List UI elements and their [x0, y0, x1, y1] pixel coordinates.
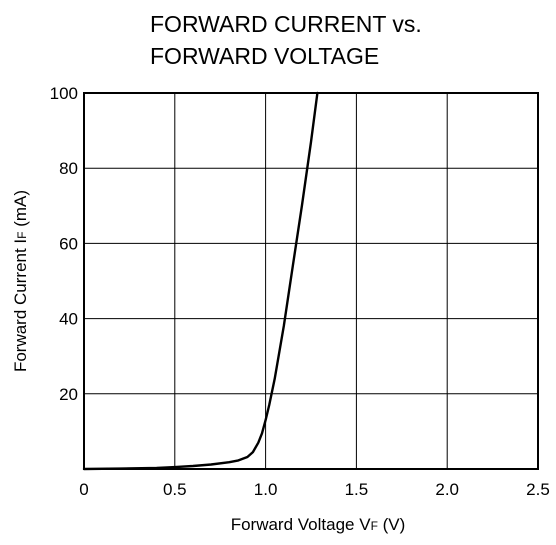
- x-tick-label: 0: [79, 480, 88, 499]
- y-tick-label: 20: [59, 385, 78, 404]
- x-tick-label: 0.5: [163, 480, 187, 499]
- x-tick-label: 2.5: [526, 480, 550, 499]
- tick-labels: 0 0.5 1.0 1.5 2.0 2.5 20 40 60 80 100: [50, 84, 550, 499]
- y-tick-label: 80: [59, 159, 78, 178]
- x-tick-label: 1.0: [254, 480, 278, 499]
- x-tick-label: 1.5: [345, 480, 369, 499]
- y-tick-label: 60: [59, 234, 78, 253]
- y-axis-label: Forward Current IF (mA): [11, 190, 30, 372]
- y-tick-label: 100: [50, 84, 78, 103]
- chart-title-line2: FORWARD VOLTAGE: [150, 43, 379, 69]
- x-tick-label: 2.0: [435, 480, 459, 499]
- x-axis-label: Forward Voltage VF (V): [231, 515, 406, 534]
- plot-frame: [83, 92, 539, 470]
- chart-title-line1: FORWARD CURRENT vs.: [150, 11, 422, 37]
- y-tick-label: 40: [59, 310, 78, 329]
- forward-current-curve: [82, 91, 319, 471]
